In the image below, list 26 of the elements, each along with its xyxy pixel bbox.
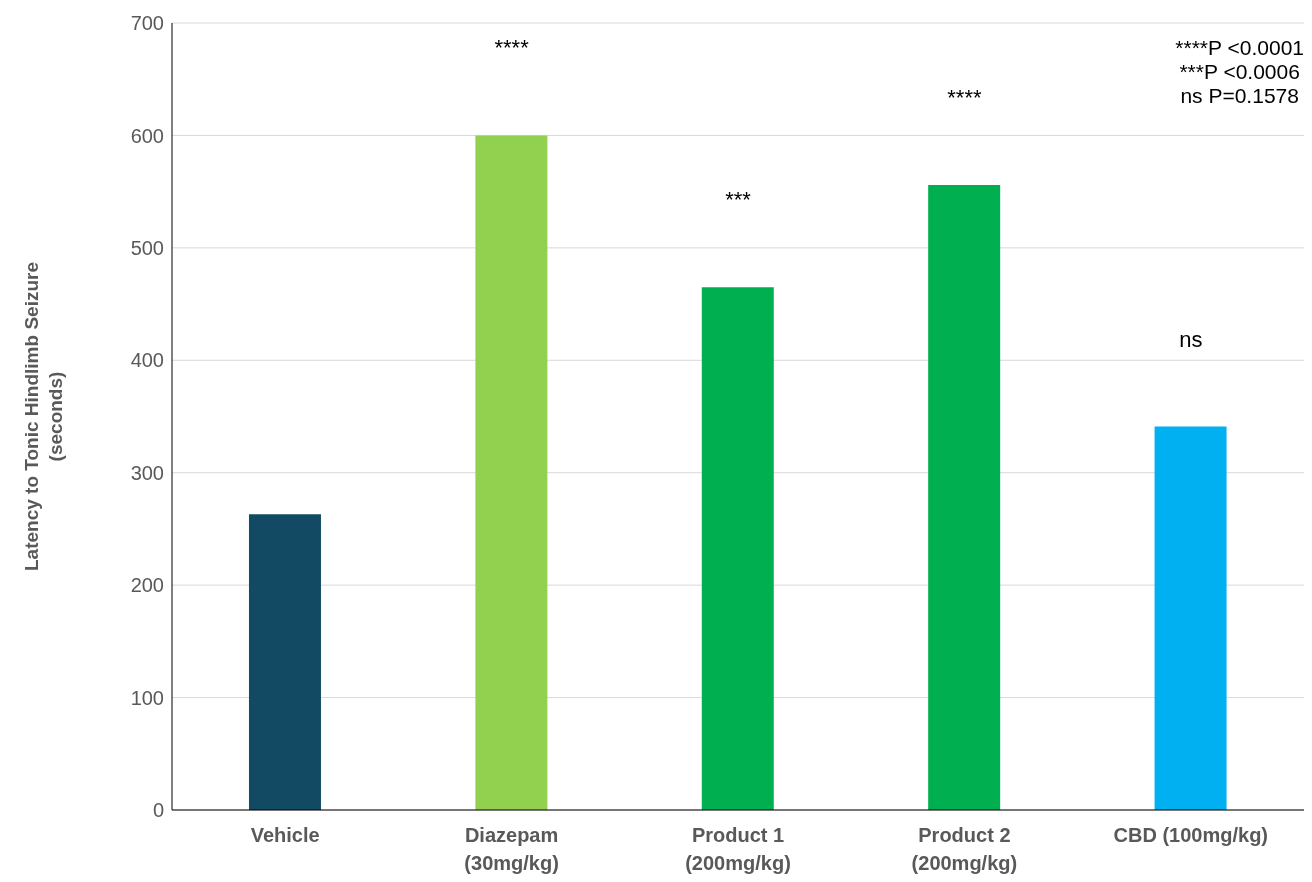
annotation: ****P <0.0001 xyxy=(1175,36,1304,60)
bar xyxy=(248,514,321,810)
y-tick-label: 700 xyxy=(130,12,164,35)
y-tick-label: 400 xyxy=(130,349,164,372)
bar xyxy=(1154,426,1227,810)
y-tick-label: 300 xyxy=(130,461,164,484)
x-tick-label: Product 1 (200mg/kg) xyxy=(685,824,791,874)
bar xyxy=(475,135,548,810)
y-tick-label: 600 xyxy=(130,124,164,147)
y-tick-label: 100 xyxy=(130,686,164,709)
y-tick-label: 0 xyxy=(152,799,164,822)
y-axis-title: Latency to Tonic Hindlimb Seizure (seconds) xyxy=(21,262,66,571)
annotation: ns xyxy=(1179,326,1203,352)
annotation: ***P <0.0006 xyxy=(1178,60,1301,84)
bar xyxy=(701,287,774,810)
x-tick-label: Product 2 (200mg/kg) xyxy=(911,824,1018,874)
y-tick-label: 500 xyxy=(130,236,164,259)
annotation: ns P=0.1578 xyxy=(1179,84,1300,108)
x-tick-label: Diazepam (30mg/kg) xyxy=(464,824,559,874)
annotation: **** xyxy=(947,84,982,110)
annotation: **** xyxy=(494,35,530,61)
x-tick-label: CBD (100mg/kg) xyxy=(1113,824,1269,846)
annotation: *** xyxy=(725,187,752,213)
x-tick-label: Vehicle xyxy=(250,824,320,846)
y-tick-label: 200 xyxy=(130,574,164,597)
bar xyxy=(928,184,1001,810)
